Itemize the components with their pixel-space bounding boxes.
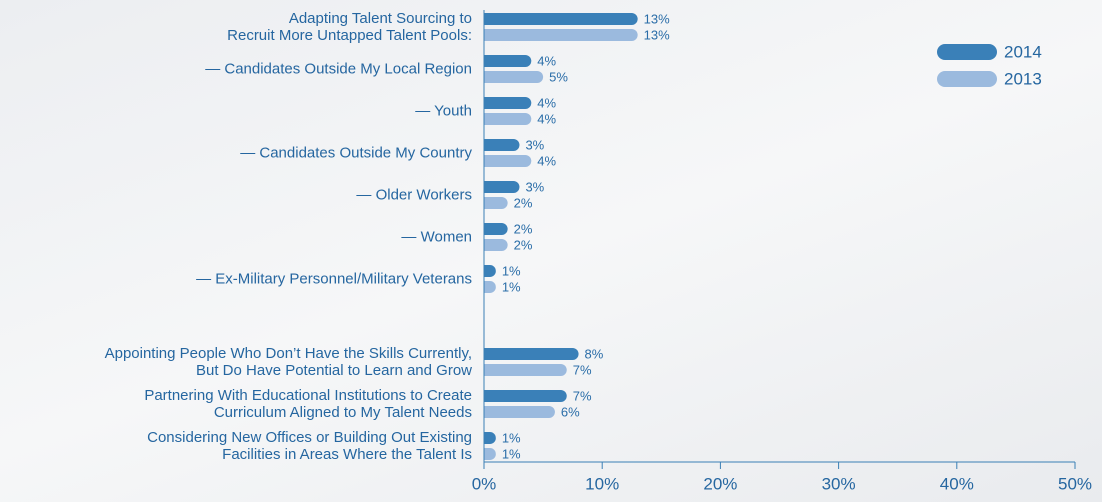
category-label: — Candidates Outside My Local Region — [205, 60, 472, 78]
value-label: 2% — [514, 237, 533, 252]
category-label: — Ex-Military Personnel/Military Veteran… — [196, 270, 472, 288]
bar — [484, 265, 496, 277]
bar — [484, 281, 496, 293]
bar — [484, 155, 532, 167]
value-label: 2% — [514, 195, 533, 210]
legend-label: 2014 — [1004, 42, 1042, 61]
value-label: 4% — [537, 153, 556, 168]
value-label: 4% — [537, 111, 556, 126]
bar — [484, 55, 532, 67]
category-label: Appointing People Who Don’t Have the Ski… — [104, 345, 472, 379]
value-label: 4% — [537, 53, 556, 68]
value-label: 3% — [525, 137, 544, 152]
x-tick-label: 20% — [703, 474, 737, 493]
bar — [484, 448, 496, 460]
bar — [484, 197, 508, 210]
category-label: — Youth — [415, 102, 472, 120]
bar — [484, 364, 567, 376]
value-label: 2% — [514, 221, 533, 236]
value-label: 13% — [644, 11, 670, 26]
value-label: 3% — [525, 179, 544, 194]
bar — [484, 181, 520, 193]
value-label: 7% — [573, 388, 592, 403]
bar — [484, 29, 638, 41]
x-tick-label: 40% — [940, 474, 974, 493]
value-label: 13% — [644, 27, 670, 42]
x-tick-label: 30% — [822, 474, 856, 493]
bar — [484, 139, 520, 151]
bar — [484, 406, 555, 418]
legend-swatch — [937, 71, 997, 87]
bar — [484, 71, 544, 83]
x-tick-label: 50% — [1058, 474, 1092, 493]
value-label: 7% — [573, 362, 592, 377]
value-label: 4% — [537, 95, 556, 110]
bar — [484, 432, 496, 444]
category-label: Partnering With Educational Institutions… — [144, 387, 472, 421]
value-label: 1% — [502, 430, 521, 445]
value-label: 1% — [502, 263, 521, 278]
bar — [484, 239, 508, 251]
bar — [484, 223, 508, 235]
bar — [484, 113, 532, 125]
bar — [484, 13, 638, 25]
x-tick-label: 10% — [585, 474, 619, 493]
value-label: 6% — [561, 404, 580, 419]
value-label: 1% — [502, 279, 521, 294]
bar — [484, 97, 532, 109]
x-tick-label: 0% — [472, 474, 497, 493]
legend-swatch — [937, 44, 997, 60]
category-label: — Older Workers — [356, 186, 472, 204]
category-label: Considering New Offices or Building Out … — [147, 429, 472, 463]
category-label: — Candidates Outside My Country — [240, 144, 472, 162]
bar — [484, 390, 567, 402]
value-label: 8% — [585, 346, 604, 361]
category-label: Adapting Talent Sourcing to Recruit More… — [227, 10, 472, 44]
value-label: 1% — [502, 446, 521, 461]
value-label: 5% — [549, 69, 568, 84]
bar — [484, 348, 579, 360]
category-label: — Women — [401, 228, 472, 246]
legend-label: 2013 — [1004, 69, 1042, 88]
